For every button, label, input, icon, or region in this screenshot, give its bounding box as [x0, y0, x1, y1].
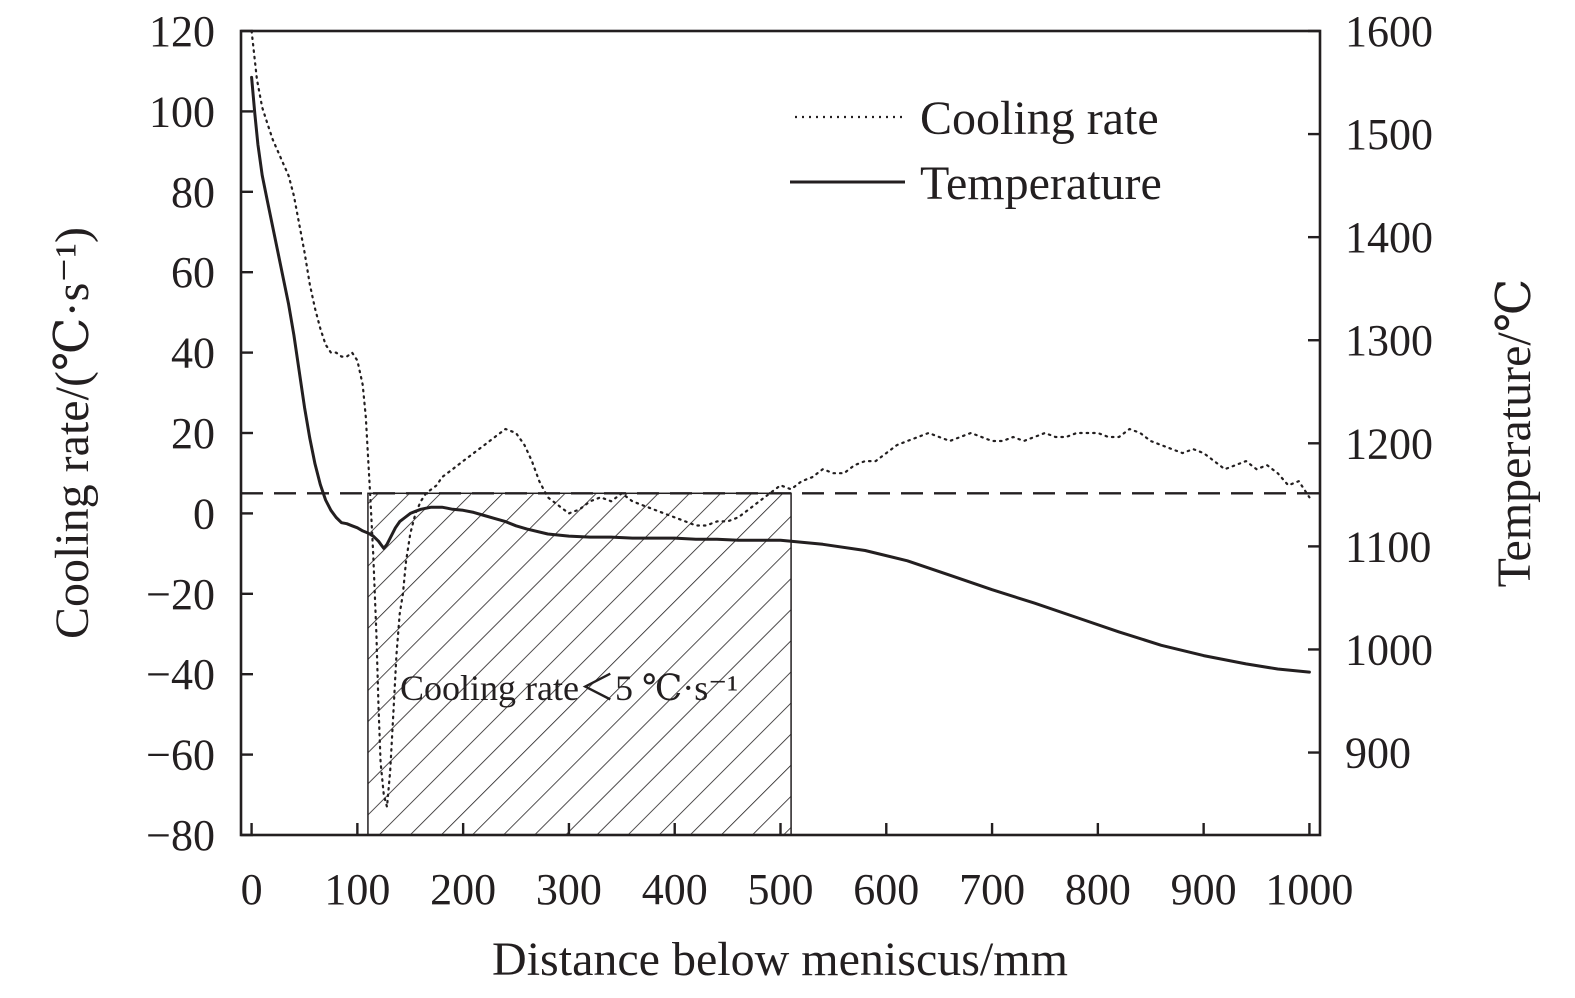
y-tick-label: −20 — [146, 570, 215, 619]
x-axis: 0 100 200 300 400 500 600 700 800 900 1000 — [241, 823, 1353, 914]
x-tick-label: 900 — [1171, 865, 1237, 914]
x-axis-title: Distance below meniscus/mm — [492, 933, 1068, 986]
y2-tick-label: 1200 — [1345, 419, 1433, 468]
y-tick-label: 0 — [193, 489, 215, 538]
legend-label-cooling-rate: Cooling rate — [920, 92, 1159, 145]
y-tick-label: 120 — [149, 7, 215, 56]
y2-tick-label: 1300 — [1345, 316, 1433, 365]
legend-label-temperature: Temperature — [920, 157, 1162, 210]
x-tick-label: 1000 — [1265, 865, 1353, 914]
x-tick-label: 500 — [748, 865, 814, 914]
y2-tick-label: 1100 — [1345, 522, 1431, 571]
y2-tick-label: 1600 — [1345, 7, 1433, 56]
hatch-region — [367, 492, 792, 836]
series-line-cooling-rate — [250, 29, 1311, 809]
y2-tick-label: 900 — [1345, 729, 1411, 778]
x-tick-label: 100 — [324, 865, 390, 914]
hatch-rect — [367, 492, 792, 836]
x-tick-label: 700 — [959, 865, 1025, 914]
y-axis-right: 900 1000 1100 1200 1300 1400 1500 1600 — [1308, 7, 1433, 778]
y-axis-left: −80 −60 −40 −20 0 20 40 60 80 100 120 — [146, 7, 253, 860]
x-tick-label: 300 — [536, 865, 602, 914]
y-tick-label: 40 — [171, 329, 215, 378]
x-tick-label: 0 — [241, 865, 263, 914]
x-tick-label: 800 — [1065, 865, 1131, 914]
y2-tick-label: 1000 — [1345, 625, 1433, 674]
y-tick-label: −80 — [146, 811, 215, 860]
y-tick-label: 100 — [149, 87, 215, 136]
y-tick-label: 20 — [171, 409, 215, 458]
x-tick-label: 600 — [853, 865, 919, 914]
y-tick-label: −60 — [146, 731, 215, 780]
y-axis-left-title: Cooling rate/(℃·s⁻¹) — [46, 227, 99, 639]
x-tick-label: 200 — [430, 865, 496, 914]
legend: Cooling rate Temperature — [790, 92, 1162, 210]
y2-tick-label: 1400 — [1345, 213, 1433, 262]
y-tick-label: 80 — [171, 168, 215, 217]
series-line-temperature — [250, 75, 1311, 674]
series-layer — [250, 29, 1311, 809]
y-axis-right-title: Temperature/℃ — [1488, 279, 1541, 588]
y-tick-label: 60 — [171, 248, 215, 297]
x-tick-label: 400 — [642, 865, 708, 914]
y-tick-label: −40 — [146, 650, 215, 699]
annotation-label: Cooling rate＜5 ℃·s⁻¹ — [400, 668, 738, 708]
y2-tick-label: 1500 — [1345, 110, 1433, 159]
